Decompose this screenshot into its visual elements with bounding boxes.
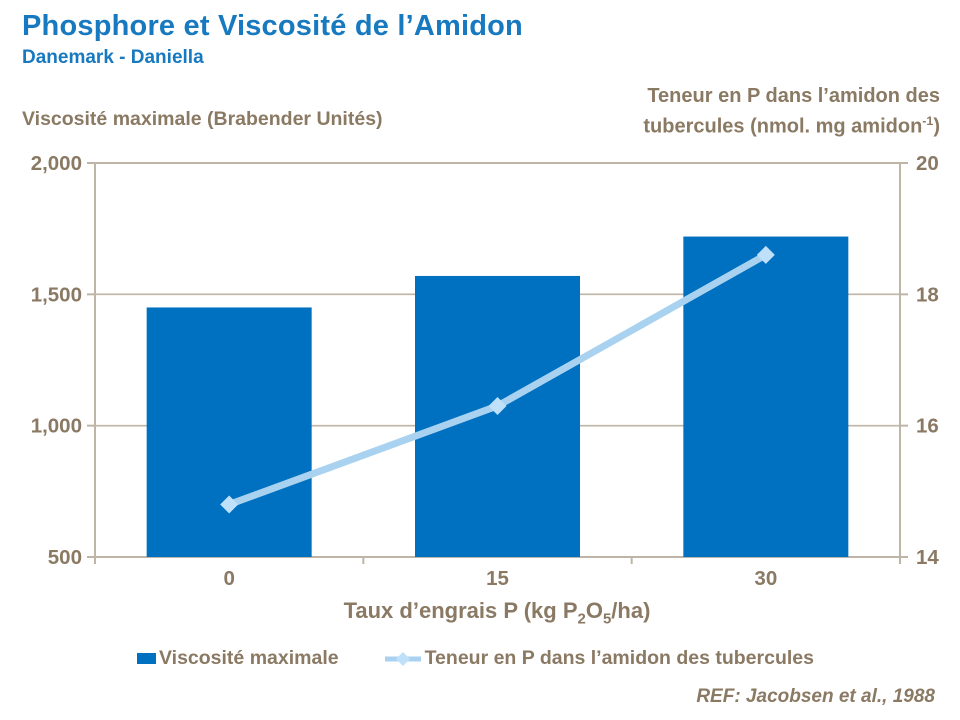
- x-axis-title: Taux d’engrais P (kg P2O5/ha): [0, 598, 960, 627]
- legend-label-teneur: Teneur en P dans l’amidon des tubercules: [424, 647, 814, 669]
- viscosity-bar: [683, 236, 849, 557]
- diamond-marker: [756, 245, 775, 264]
- right-tick-label: 16: [916, 415, 939, 438]
- x-axis-title-text: Taux d’engrais P (kg P: [343, 598, 578, 623]
- reference-note: REF: Jacobsen et al., 1988: [696, 686, 935, 707]
- page-title: Phosphore et Viscosité de l’Amidon: [22, 10, 523, 42]
- viscosity-bar: [146, 307, 312, 557]
- x-axis-title-sub2: 2: [577, 610, 586, 628]
- viscosity-bar: [415, 275, 580, 557]
- right-tick-label: 18: [916, 283, 939, 306]
- line-series-marker-icon: [384, 651, 421, 666]
- left-tick-label: 2,000: [31, 152, 82, 175]
- page-subtitle: Danemark - Daniella: [22, 47, 204, 68]
- x-axis-title-end: /ha): [611, 598, 651, 623]
- right-axis-label-line1: Teneur en P dans l’amidon des: [647, 85, 940, 107]
- right-axis-label-line2: tubercules (nmol. mg amidon: [643, 115, 923, 138]
- x-category-label: 15: [486, 567, 509, 590]
- left-axis-label: Viscosité maximale (Brabender Unités): [22, 108, 383, 130]
- left-tick-label: 1,000: [31, 415, 82, 438]
- x-axis-title-sub5: 5: [602, 610, 612, 628]
- right-tick-label: 20: [916, 152, 939, 175]
- diamond-marker: [220, 495, 239, 514]
- diamond-marker: [488, 396, 507, 415]
- right-tick-label: 14: [916, 546, 939, 569]
- x-axis-title-o: O: [585, 598, 603, 623]
- legend-label-viscosite: Viscosité maximale: [159, 647, 339, 669]
- bar-series-swatch-icon: [137, 653, 156, 664]
- right-axis-label: Teneur en P dans l’amidon des tubercules …: [643, 84, 940, 140]
- x-category-label: 0: [223, 567, 234, 590]
- chart-legend: Viscosité maximale Teneur en P dans l’am…: [137, 647, 814, 670]
- left-tick-label: 1,500: [31, 283, 82, 306]
- left-tick-label: 500: [48, 546, 82, 569]
- x-category-label: 30: [754, 567, 777, 590]
- right-axis-label-close: ): [933, 115, 940, 138]
- right-axis-label-sup: -1: [922, 114, 934, 128]
